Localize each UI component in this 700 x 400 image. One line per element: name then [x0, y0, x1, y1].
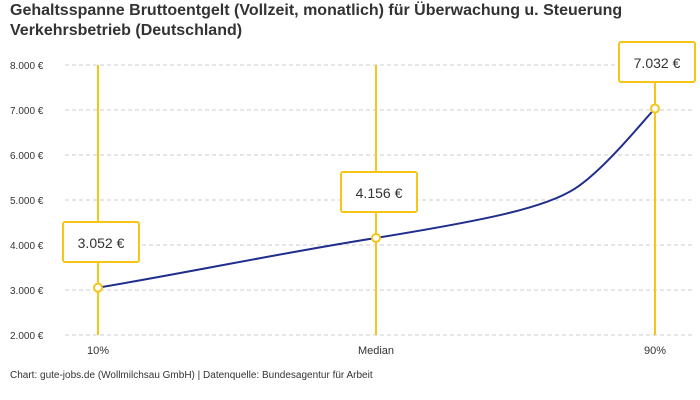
data-label: 4.156 €: [356, 185, 403, 201]
y-tick-label: 8.000 €: [10, 61, 44, 72]
chart-source: Chart: gute-jobs.de (Wollmilchsau GmbH) …: [10, 370, 373, 381]
chart-title: Gehaltsspanne Bruttoentgelt (Vollzeit, m…: [10, 2, 623, 39]
data-label-box: [62, 221, 140, 263]
data-label: 7.032 €: [634, 55, 681, 71]
y-tick-label: 3.000 €: [10, 286, 44, 297]
data-label-box: [340, 171, 418, 213]
x-tick-label: 10%: [87, 345, 109, 357]
salary-line: [97, 107, 656, 289]
data-label: 3.052 €: [78, 235, 125, 251]
y-tick-label: 5.000 €: [10, 196, 44, 207]
data-point: [650, 103, 660, 114]
data-point: [371, 232, 381, 243]
y-tick-label: 6.000 €: [10, 151, 44, 162]
x-tick-label: Median: [358, 345, 394, 357]
y-tick-label: 7.000 €: [10, 106, 44, 117]
y-tick-label: 2.000 €: [10, 331, 44, 342]
data-point: [93, 282, 103, 293]
x-tick-label: 90%: [644, 345, 666, 357]
y-tick-label: 4.000 €: [10, 241, 44, 252]
data-label-box: [618, 41, 696, 83]
